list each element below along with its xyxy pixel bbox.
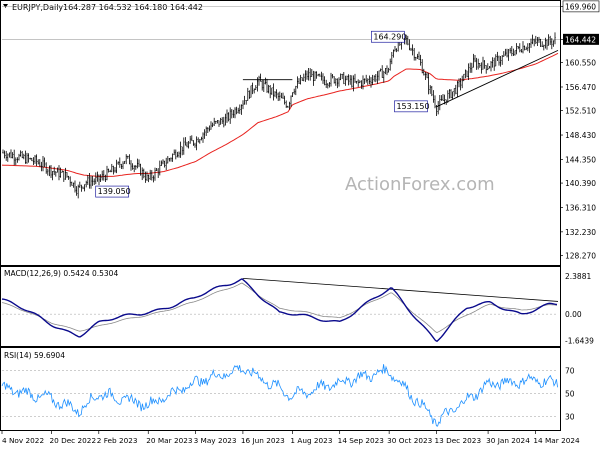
price-panel-frame: [0, 0, 561, 266]
macd-title: MACD(12,26,9) 0.5424 0.5304: [4, 269, 118, 278]
price-moving-average: [1, 52, 559, 177]
collapse-arrow-icon[interactable]: [3, 4, 8, 8]
rsi-panel-frame: [0, 347, 561, 431]
macd-lines: [1, 278, 558, 343]
x-tick-label: 3 May 2023: [194, 436, 237, 445]
x-tick-label: 20 Mar 2023: [146, 436, 193, 445]
rsi-line: [1, 364, 558, 427]
ref-price-tag: [562, 0, 600, 13]
rsi-tick-label: 70: [565, 367, 575, 376]
last-price-tag: [563, 33, 599, 45]
x-tick-label: 14 Sep 2023: [338, 436, 385, 445]
low-annotation-label: 153.150: [396, 102, 429, 111]
rsi-title: RSI(14) 59.6904: [4, 351, 65, 360]
price-tick-label: 160.550: [565, 59, 596, 68]
macd-zero-line: [2, 277, 559, 315]
x-axis: 4 Nov 2022 20 Dec 2022 2 Feb 2023 20 Mar 20…: [1, 431, 580, 445]
x-tick-label: 16 Jun 2023: [241, 436, 285, 445]
macd-tick-label: -1.6439: [565, 336, 594, 345]
macd-tick-label: 0.00: [565, 310, 582, 319]
x-tick-label: 4 Nov 2022: [2, 436, 44, 445]
ref-price-label: 169.960: [565, 2, 596, 11]
rsi-tick-label: 50: [565, 389, 575, 398]
macd-signal-line: [1, 282, 558, 333]
low-2023-annotation-label: 139.050: [98, 187, 131, 196]
price-tick-label: 152.510: [565, 107, 596, 116]
watermark: ActionForex.com: [345, 174, 495, 195]
price-tick-label: 128.270: [565, 251, 596, 260]
price-bars: [2, 32, 556, 199]
macd-panel-frame: [0, 266, 561, 347]
rsi-level-lines: [2, 370, 558, 417]
x-tick-label: 2 Feb 2023: [97, 436, 138, 445]
price-trendlines: [242, 49, 559, 108]
price-tick-label: 148.430: [565, 131, 596, 140]
chart-header-ohlc: 164.287 164.532 164.180 164.442: [63, 3, 203, 12]
x-tick-label: 20 Dec 2022: [49, 436, 96, 445]
macd-axis: 2.3881 0.00 -1.6439: [565, 272, 594, 345]
price-tick-label: 156.470: [565, 83, 596, 92]
high-annotation-box: [371, 30, 405, 43]
rsi-axis: 70 50 30: [565, 367, 575, 422]
x-tick-label: 13 Dec 2023: [434, 436, 481, 445]
x-tick-label: 14 Mar 2024: [533, 436, 580, 445]
macd-main-line: [1, 278, 558, 343]
price-tick-label: 144.350: [565, 155, 596, 164]
price-tick-label: 140.390: [565, 179, 596, 188]
price-axis: 169.960 164.442 160.550 156.470 152.510 148.4…: [560, 0, 600, 260]
price-annotations: 164.290 153.150 139.050: [95, 30, 430, 198]
high-annotation-label: 164.290: [373, 32, 406, 41]
x-tick-label: 1 Aug 2023: [290, 436, 332, 445]
support-trendline: [436, 49, 559, 108]
low-annotation-box: [394, 100, 428, 113]
price-reference-lines: [2, 6, 560, 40]
x-tick-label: 30 Jan 2024: [486, 436, 530, 445]
rsi-tick-label: 30: [565, 412, 575, 421]
rsi-line: [1, 364, 558, 427]
macd-trendline: [242, 277, 559, 302]
macd-tick-label: 2.3881: [565, 272, 591, 281]
chart-header-symbol: EURJPY,Daily: [12, 3, 63, 12]
moving-average-line: [1, 52, 559, 177]
last-price-label: 164.442: [565, 35, 596, 44]
price-tick-label: 132.230: [565, 228, 596, 237]
low-2023-annotation-box: [95, 185, 130, 198]
x-tick-label: 30 Oct 2023: [387, 436, 432, 445]
price-tick-label: 136.310: [565, 203, 596, 212]
